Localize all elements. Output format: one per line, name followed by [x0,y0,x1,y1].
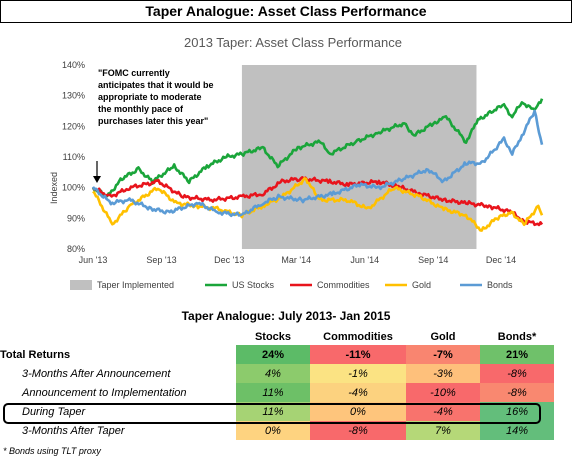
table-cell: 11% [236,402,310,421]
table-row: 3-Months After Announcement 4% -1% -3% -8% [0,364,554,383]
table-cell: -10% [406,383,480,402]
series-lines [91,98,544,232]
series-line-commodities [92,176,544,227]
chart-title: 2013 Taper: Asset Class Performance [184,35,402,50]
y-axis-label: Indexed [49,172,59,204]
annotation-line: purchases later this year" [98,116,208,126]
legend-swatch [70,280,92,290]
table-cell: 7% [406,421,480,440]
legend-label: US Stocks [232,280,275,290]
legend-label: Bonds [487,280,513,290]
table-cell: -8% [310,421,406,440]
legend-label: Gold [412,280,431,290]
y-tick-label: 110% [63,152,85,162]
y-axis-ticks: 80% 90% 100% 110% 120% 130% 140% [62,60,85,254]
x-tick-label: Mar '14 [281,255,311,265]
row-label: 3-Months After Taper [22,424,125,437]
chart-legend: Taper Implemented US Stocks Commodities Gol… [70,280,513,290]
col-header-stocks: Stocks [254,330,292,343]
legend-label: Taper Implemented [97,280,174,290]
x-tick-label: Dec '14 [486,255,516,265]
series-line-gold [92,177,544,232]
table-cell: -4% [406,402,480,421]
series-line-bonds [91,109,544,218]
annotation-arrow-head [93,176,101,183]
table-cell: -8% [480,364,554,383]
x-axis-ticks: Jun '13 Sep '13 Dec '13 Mar '14 Jun '14 Sep '… [79,255,517,265]
y-tick-label: 80% [67,244,85,254]
table-cell: 0% [236,421,310,440]
col-header-gold: Gold [430,330,456,343]
legend-label: Commodities [317,280,370,290]
table-cell: 14% [480,421,554,440]
table-cell: -7% [406,345,480,364]
header-blank [0,328,236,345]
y-tick-label: 140% [62,60,85,70]
annotation-line: anticipates that it would be [98,80,214,90]
x-tick-label: Sep '14 [418,255,448,265]
y-tick-label: 130% [62,91,85,101]
taper-band-rect [241,65,477,249]
taper-period-band [241,65,477,249]
table-title: Taper Analogue: July 2013- Jan 2015 [181,309,391,323]
x-tick-label: Jun '14 [350,255,379,265]
row-label: Total Returns [0,348,71,361]
y-tick-label: 120% [62,121,85,131]
series-line-us-stocks [91,98,544,198]
header-title: Taper Analogue: Asset Class Performance [0,0,572,23]
table-row: Total Returns 24% -11% -7% 21% [0,345,554,364]
y-tick-label: 90% [67,213,85,223]
fomc-annotation: "FOMC currently anticipates that it would… [93,68,214,183]
performance-table: Stocks Commodities Gold Bonds* Total Ret… [0,328,554,440]
col-header-bonds: Bonds* [497,330,537,343]
annotation-line: "FOMC currently [98,68,170,78]
table-cell: -4% [310,383,406,402]
table-cell: -8% [480,383,554,402]
col-header-commodities: Commodities [323,330,393,343]
row-label: During Taper [22,405,86,418]
x-tick-label: Jun '13 [79,255,108,265]
table-cell: 24% [236,345,310,364]
table-cell: 11% [236,383,310,402]
y-tick-label: 100% [62,183,85,193]
table-cell: 21% [480,345,554,364]
row-label: 3-Months After Announcement [22,367,171,380]
x-tick-label: Dec '13 [214,255,244,265]
table-cell: -1% [310,364,406,383]
footnote: * Bonds using TLT proxy [3,446,101,456]
table-cell: 0% [310,402,406,421]
x-tick-label: Sep '13 [146,255,176,265]
annotation-line: the monthly pace of [98,104,184,114]
table-cell: -11% [310,345,406,364]
line-chart: 2013 Taper: Asset Class Performance Inde… [49,35,544,290]
annotation-line: appropriate to moderate [98,92,202,102]
during-taper-highlight [3,403,541,424]
table-row: 3-Months After Taper 0% -8% 7% 14% [0,421,554,440]
table-cell: 16% [480,402,554,421]
row-label: Announcement to Implementation [22,386,187,399]
table-row: During Taper 11% 0% -4% 16% [0,402,554,421]
table-cell: 4% [236,364,310,383]
table-cell: -3% [406,364,480,383]
table-header-row: Stocks Commodities Gold Bonds* [0,328,554,345]
table-row: Announcement to Implementation 11% -4% -10%… [0,383,554,402]
